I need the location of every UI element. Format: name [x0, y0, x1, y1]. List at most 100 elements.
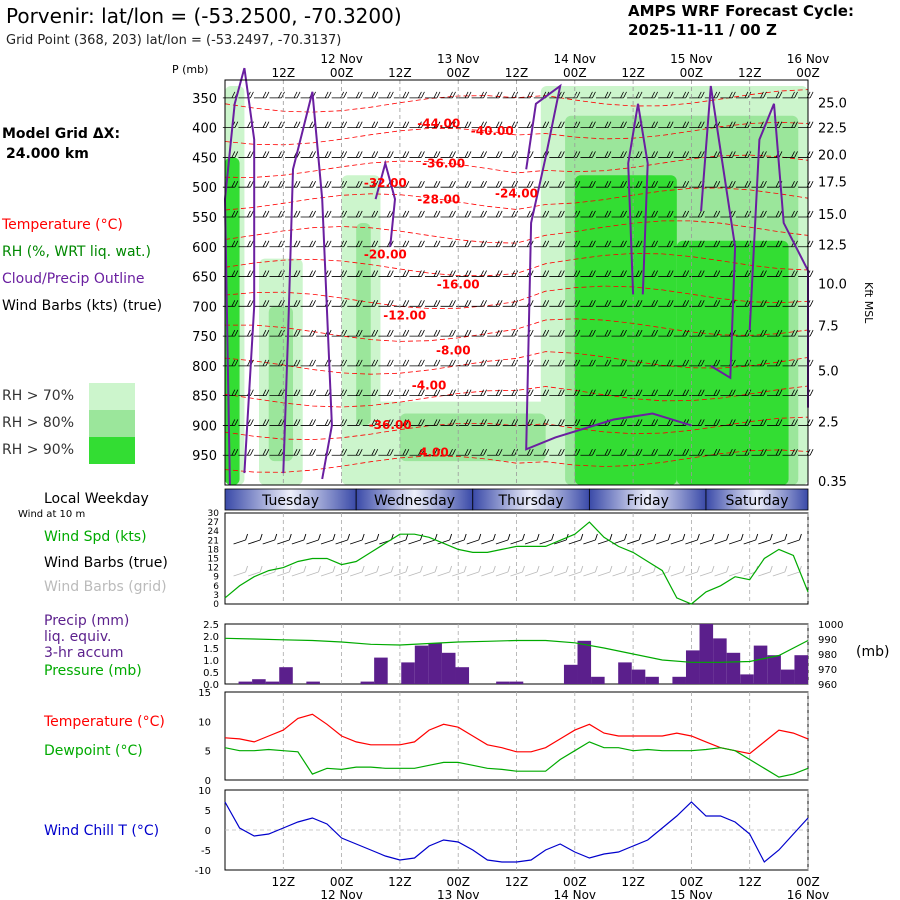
upper-air-wind-barb — [253, 151, 270, 158]
wind-height-label: Wind at 10 m — [18, 509, 86, 520]
upper-air-wind-barb — [440, 91, 456, 99]
true-wind-barb — [670, 533, 686, 545]
true-wind-barb — [656, 533, 671, 545]
upper-air-wind-barb — [658, 449, 674, 456]
pressure-tick-label: 850 — [192, 390, 217, 405]
upper-air-wind-barb — [471, 240, 487, 248]
upper-air-wind-barb — [533, 449, 550, 456]
upper-air-wind-barb — [720, 449, 736, 456]
true-wind-barb — [277, 533, 292, 545]
precip-bar — [753, 645, 768, 684]
true-wind-barb — [262, 533, 278, 545]
upper-air-wind-barb — [704, 419, 721, 426]
upper-air-wind-barb — [642, 151, 658, 158]
height-tick-label: 17.5 — [818, 175, 847, 190]
upper-air-wind-barb — [549, 449, 565, 456]
upper-air-wind-barb — [564, 121, 581, 129]
upper-air-wind-barb — [253, 210, 270, 218]
upper-air-wind-barb — [533, 419, 550, 426]
upper-air-wind-barb — [673, 359, 690, 367]
cross-section-frame — [224, 79, 809, 486]
windchill-line — [224, 801, 809, 863]
upper-air-wind-barb — [720, 121, 736, 129]
precip-bar — [618, 662, 632, 684]
temperature-line — [224, 713, 809, 755]
pressure-tick-label: 600 — [192, 241, 217, 256]
upper-air-wind-barb — [627, 329, 643, 337]
precip-bar — [740, 674, 754, 684]
upper-air-wind-barb — [378, 449, 394, 456]
weekday-label: Saturday — [725, 493, 788, 509]
upper-air-wind-barb — [518, 210, 534, 218]
upper-air-wind-barb — [347, 210, 363, 218]
pressure-tick-label: 800 — [192, 360, 217, 375]
upper-air-wind-barb — [253, 300, 270, 307]
windchill-tick-label: -10 — [195, 866, 211, 877]
upper-air-wind-barb — [409, 151, 425, 158]
upper-air-wind-barb — [316, 419, 332, 426]
upper-air-wind-barb — [378, 359, 394, 367]
bottom-time-label: 12Z — [621, 875, 645, 889]
upper-air-wind-barb — [362, 151, 379, 158]
upper-air-wind-barb — [611, 181, 627, 188]
upper-air-wind-barb — [533, 359, 550, 367]
upper-air-wind-barb — [409, 121, 425, 129]
upper-air-wind-barb — [487, 240, 503, 248]
temp-tick-label: 10 — [198, 717, 211, 728]
upper-air-wind-barb — [347, 240, 363, 248]
upper-air-wind-barb — [409, 329, 425, 337]
upper-air-wind-barb — [393, 121, 410, 129]
top-time-label: 00Z — [330, 66, 354, 80]
upper-air-wind-barb — [766, 449, 783, 456]
upper-air-wind-barb — [471, 389, 487, 397]
upper-air-wind-barb — [502, 300, 519, 307]
upper-air-wind-barb — [627, 240, 643, 248]
upper-air-wind-barb — [642, 359, 658, 367]
true-wind-barb — [568, 533, 584, 545]
upper-air-wind-barb — [782, 419, 798, 426]
isotherm-label: -8.00 — [436, 344, 471, 358]
precip-bar — [631, 669, 646, 684]
upper-air-wind-barb — [720, 91, 736, 99]
upper-air-wind-barb — [518, 121, 534, 129]
wind-tick-label: 27 — [208, 518, 219, 528]
precip-tick-label: 2.5 — [203, 620, 219, 631]
upper-air-wind-barb — [253, 419, 270, 426]
weekday-label: Friday — [626, 493, 668, 509]
upper-air-wind-barb — [580, 419, 596, 426]
upper-air-wind-barb — [533, 270, 550, 277]
upper-air-wind-barb — [316, 121, 332, 129]
upper-air-wind-barb — [424, 151, 441, 158]
upper-air-wind-barb — [595, 121, 612, 129]
upper-air-wind-barb — [658, 210, 674, 218]
upper-air-wind-barb — [487, 359, 503, 367]
upper-air-wind-barb — [238, 240, 254, 248]
upper-air-wind-barb — [502, 181, 519, 188]
top-date-label: 13 Nov — [437, 52, 480, 66]
isotherm-line — [224, 121, 809, 146]
upper-air-wind-barb — [471, 419, 487, 426]
upper-air-wind-barb — [766, 91, 783, 99]
upper-air-wind-barb — [440, 210, 456, 218]
upper-air-wind-barb — [424, 300, 441, 307]
bottom-time-label: 00Z — [563, 875, 587, 889]
upper-air-wind-barb — [595, 389, 612, 397]
isotherm-line — [224, 385, 809, 408]
forecast-cycle-label: AMPS WRF Forecast Cycle: — [628, 2, 854, 20]
grid-point-subtitle: Grid Point (368, 203) lat/lon = (-53.249… — [6, 33, 342, 48]
temp-tick-label: 5 — [205, 747, 211, 758]
grid-wind-barb — [626, 565, 642, 577]
upper-air-wind-barb — [316, 449, 332, 456]
upper-air-wind-barb — [456, 121, 472, 129]
upper-air-wind-barb — [456, 359, 472, 367]
upper-air-wind-barb — [627, 359, 643, 367]
pressure-tick-label: 970 — [818, 665, 837, 676]
upper-air-wind-barb — [378, 389, 394, 397]
upper-air-wind-barb — [347, 181, 363, 188]
upper-air-wind-barb — [253, 181, 270, 188]
true-wind-barb — [626, 533, 642, 545]
upper-air-wind-barb — [378, 210, 394, 218]
upper-air-wind-barb — [440, 419, 456, 426]
upper-air-wind-barb — [533, 121, 550, 129]
upper-air-wind-barb — [580, 359, 596, 367]
